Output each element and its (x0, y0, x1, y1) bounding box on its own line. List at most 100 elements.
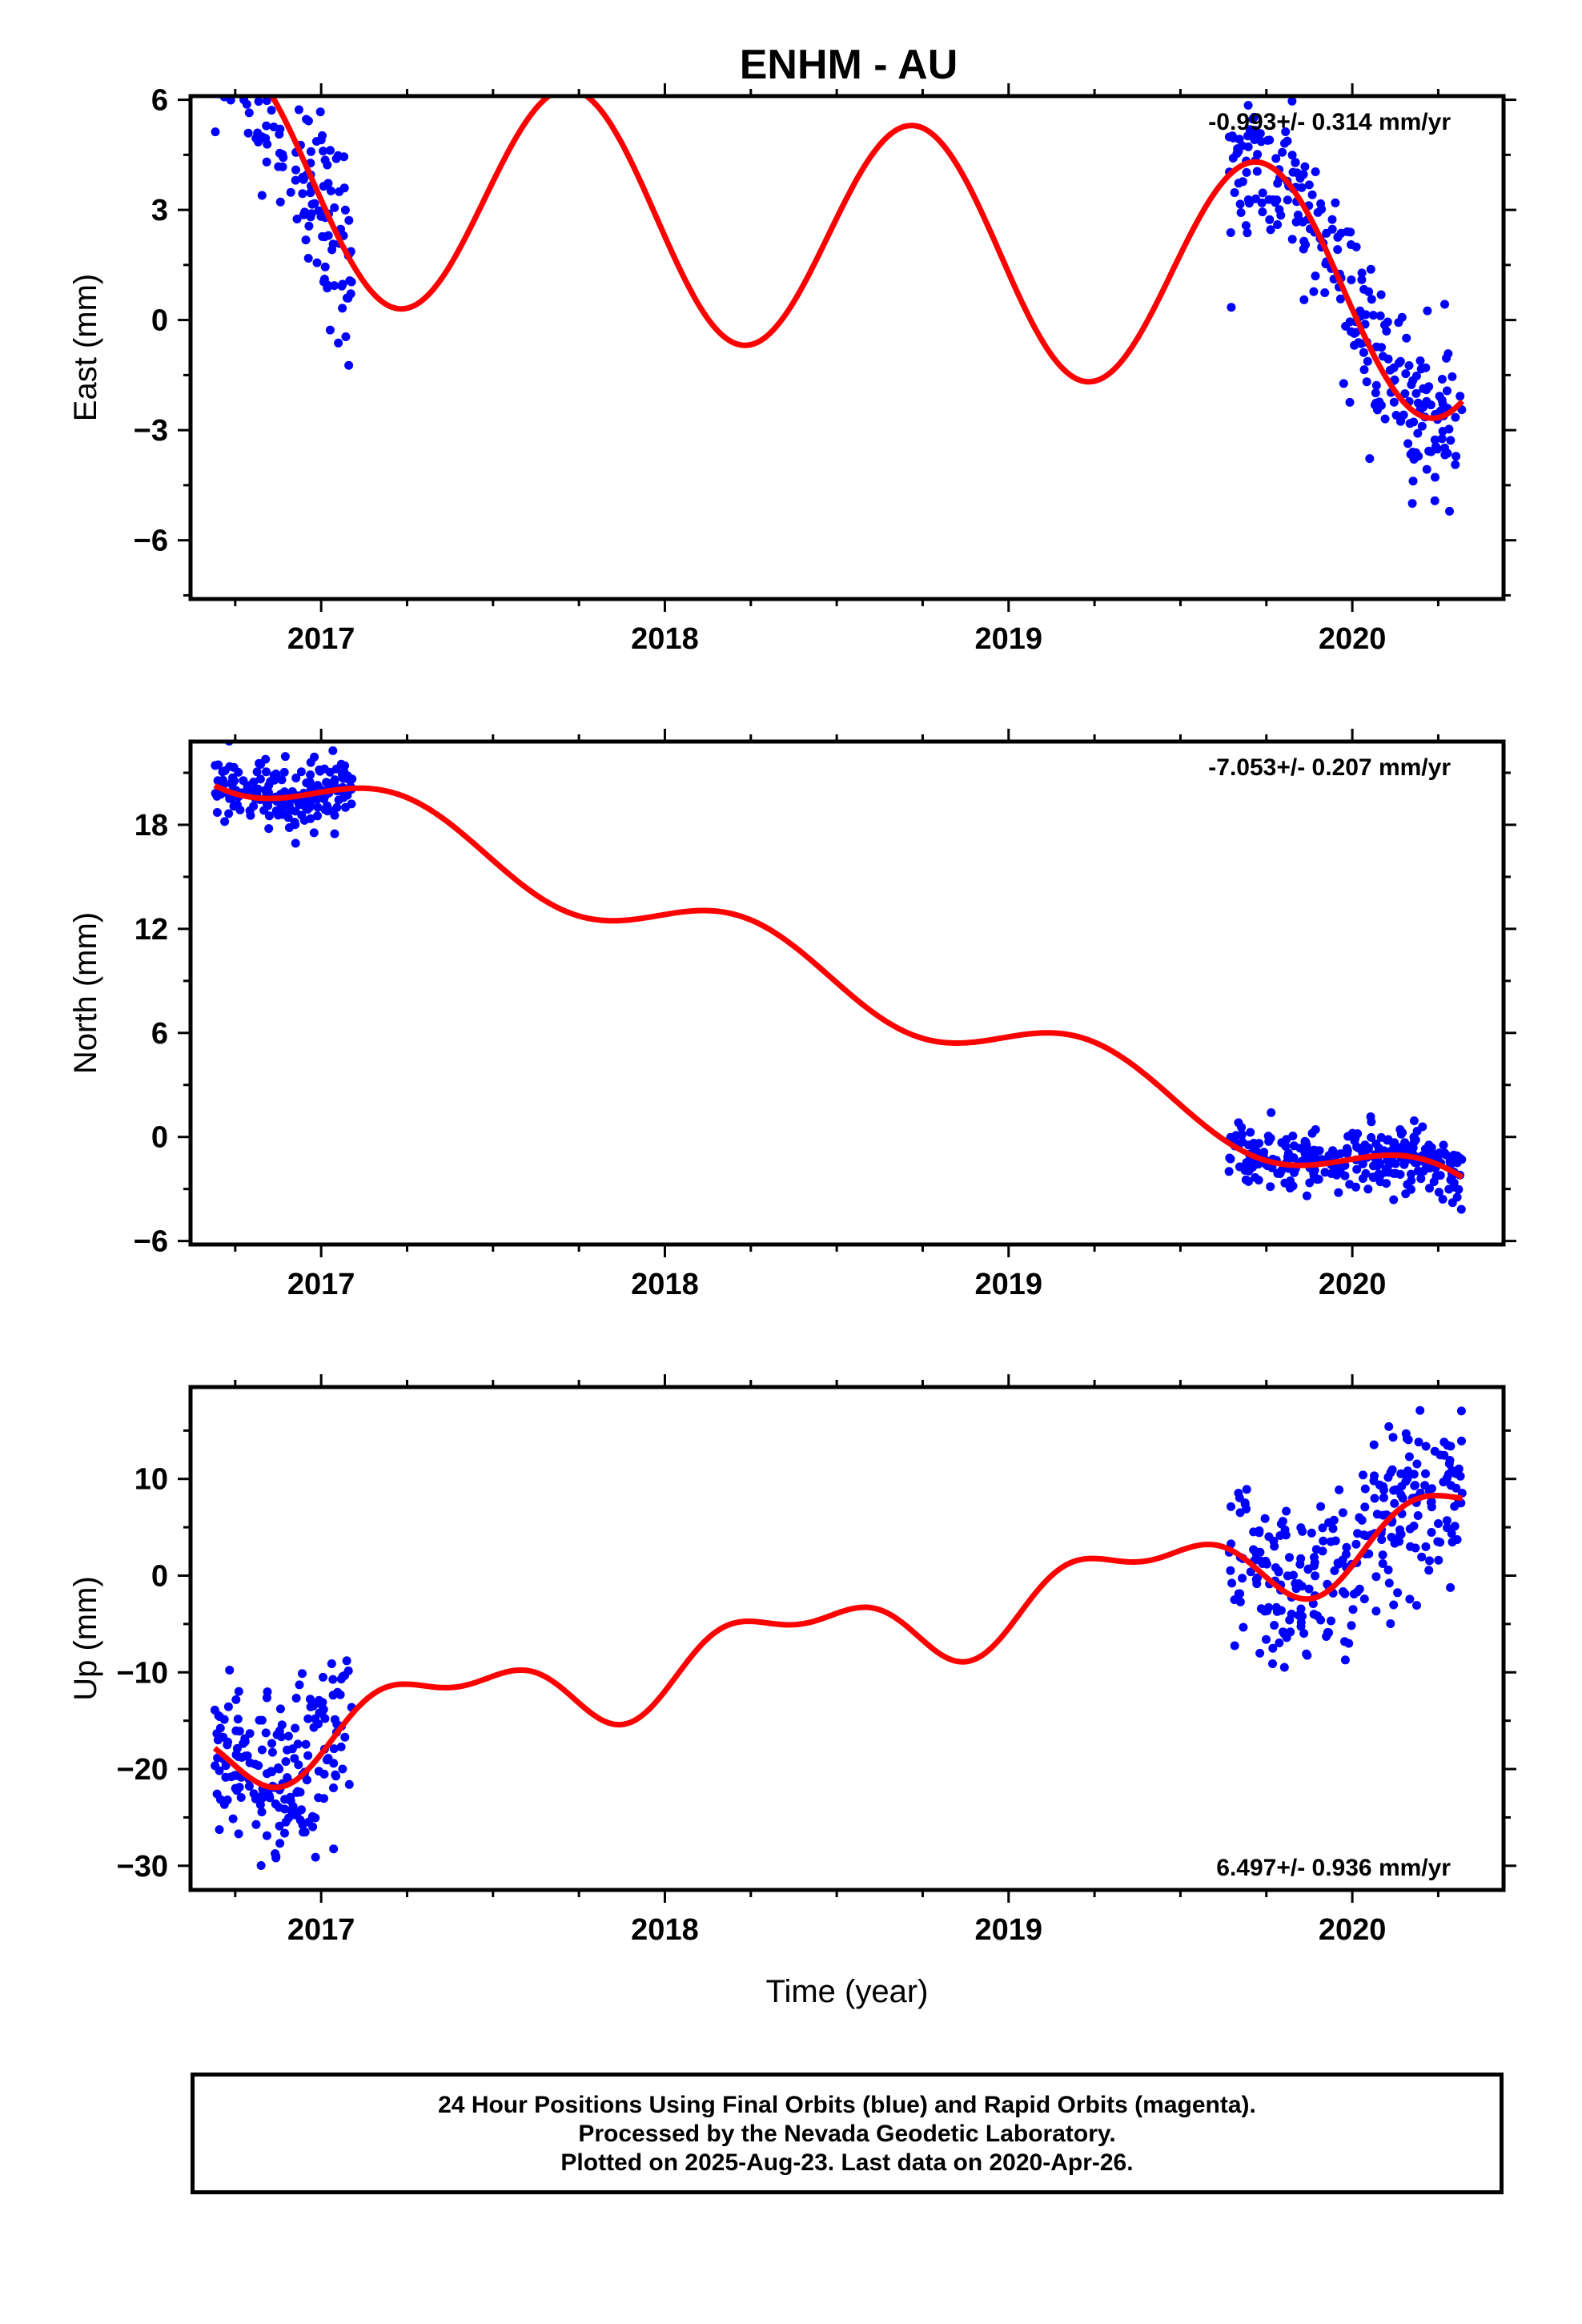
data-point (336, 1675, 346, 1684)
data-point (249, 43, 258, 52)
data-point (1299, 1629, 1309, 1638)
data-point (1396, 1129, 1406, 1139)
data-point (1255, 1528, 1264, 1538)
data-point (1440, 1148, 1450, 1158)
data-point (1254, 1176, 1263, 1185)
data-point (222, 34, 231, 42)
data-point (1255, 1139, 1264, 1148)
data-point (275, 148, 284, 158)
data-point (1412, 1601, 1421, 1610)
data-point (1373, 1161, 1383, 1171)
y-tick-label: 3 (151, 194, 168, 227)
plot-frame (188, 739, 1506, 1247)
data-point (215, 1795, 225, 1804)
data-point (262, 96, 271, 106)
data-point (338, 1764, 347, 1774)
data-point (1377, 1535, 1387, 1544)
data-point (1298, 1526, 1307, 1536)
data-point (344, 360, 354, 370)
data-point (319, 182, 328, 191)
data-point (1400, 389, 1410, 399)
data-point (1241, 221, 1251, 231)
data-point (283, 1773, 292, 1783)
data-point (1331, 198, 1340, 207)
data-point (291, 774, 301, 782)
data-point (296, 767, 306, 777)
data-point (1234, 147, 1243, 156)
data-point (223, 1702, 233, 1711)
data-point (275, 1821, 284, 1831)
data-point (1456, 1406, 1466, 1416)
data-point (1360, 1484, 1370, 1494)
data-point (249, 6, 258, 14)
x-tick-label: 2020 (1319, 1268, 1387, 1301)
data-point (234, 58, 243, 67)
data-point (1270, 1542, 1279, 1551)
data-point (1234, 1489, 1243, 1498)
data-point (309, 828, 319, 838)
data-point (1452, 452, 1461, 461)
data-point (291, 820, 300, 830)
data-point (1256, 1556, 1266, 1566)
data-point (1452, 1151, 1462, 1160)
data-point (330, 281, 339, 291)
y-tick-label: −6 (134, 1225, 168, 1259)
data-point (254, 41, 263, 50)
data-point (1240, 1499, 1250, 1509)
data-point (336, 1742, 346, 1751)
data-point (1387, 1465, 1397, 1474)
data-point (240, 50, 249, 58)
data-point (1368, 311, 1378, 320)
data-point (1364, 1549, 1374, 1558)
data-point (211, 60, 220, 69)
data-point (1265, 135, 1275, 145)
data-point (235, 1727, 244, 1736)
data-point (1401, 369, 1411, 379)
data-point (1266, 225, 1275, 235)
data-point (1451, 412, 1460, 422)
data-point (342, 293, 351, 303)
data-point (223, 1740, 232, 1750)
footer-box: 24 Hour Positions Using Final Orbits (bl… (191, 2073, 1504, 2194)
data-point (286, 187, 295, 197)
data-point (280, 1828, 289, 1838)
data-point (327, 245, 337, 255)
data-point (1439, 1140, 1448, 1150)
data-point (306, 1695, 315, 1704)
data-point (251, 1819, 261, 1829)
data-point (1390, 375, 1399, 384)
data-point (1304, 1155, 1314, 1164)
data-point (1411, 1135, 1420, 1144)
data-point (245, 806, 255, 815)
data-point (303, 1714, 313, 1723)
data-point (1257, 198, 1267, 207)
x-tick-label: 2017 (287, 622, 355, 656)
data-point (1388, 1433, 1398, 1442)
data-point (1438, 1195, 1447, 1204)
data-point (1280, 139, 1289, 148)
data-point (230, 36, 239, 45)
data-point (1386, 1619, 1395, 1628)
data-point (245, 1758, 255, 1767)
data-point (312, 258, 322, 267)
data-point (1309, 1168, 1319, 1178)
model-curve (213, 782, 1464, 1180)
data-point (277, 71, 286, 80)
data-point (1353, 1529, 1363, 1538)
data-point (1374, 1144, 1383, 1153)
y-tick-label: 6 (151, 84, 168, 118)
data-point (281, 1757, 291, 1767)
data-point (1283, 1152, 1292, 1161)
y-axis: −6 0 6 12 18 (134, 771, 1516, 1259)
data-point (1328, 1146, 1338, 1156)
data-point (263, 11, 271, 20)
data-point (1279, 1629, 1289, 1638)
data-point (279, 767, 289, 777)
data-point (1425, 1184, 1434, 1193)
data-point (1431, 472, 1439, 482)
data-point (1330, 1566, 1339, 1575)
data-point (1421, 1542, 1431, 1551)
data-point (1411, 448, 1420, 457)
data-point (1358, 1174, 1367, 1184)
data-point (329, 778, 339, 788)
